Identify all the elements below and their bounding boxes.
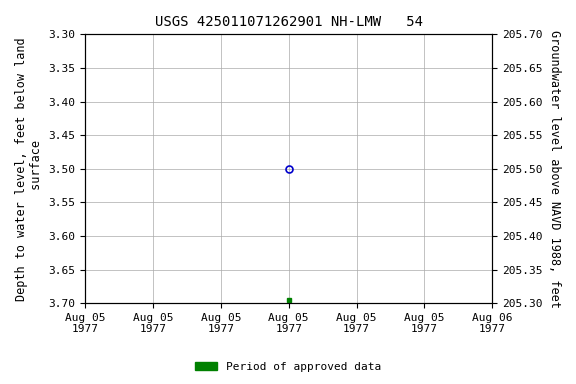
- Y-axis label: Depth to water level, feet below land
 surface: Depth to water level, feet below land su…: [15, 37, 43, 301]
- Y-axis label: Groundwater level above NAVD 1988, feet: Groundwater level above NAVD 1988, feet: [548, 30, 561, 308]
- Title: USGS 425011071262901 NH-LMW   54: USGS 425011071262901 NH-LMW 54: [155, 15, 423, 29]
- Legend: Period of approved data: Period of approved data: [191, 358, 385, 377]
